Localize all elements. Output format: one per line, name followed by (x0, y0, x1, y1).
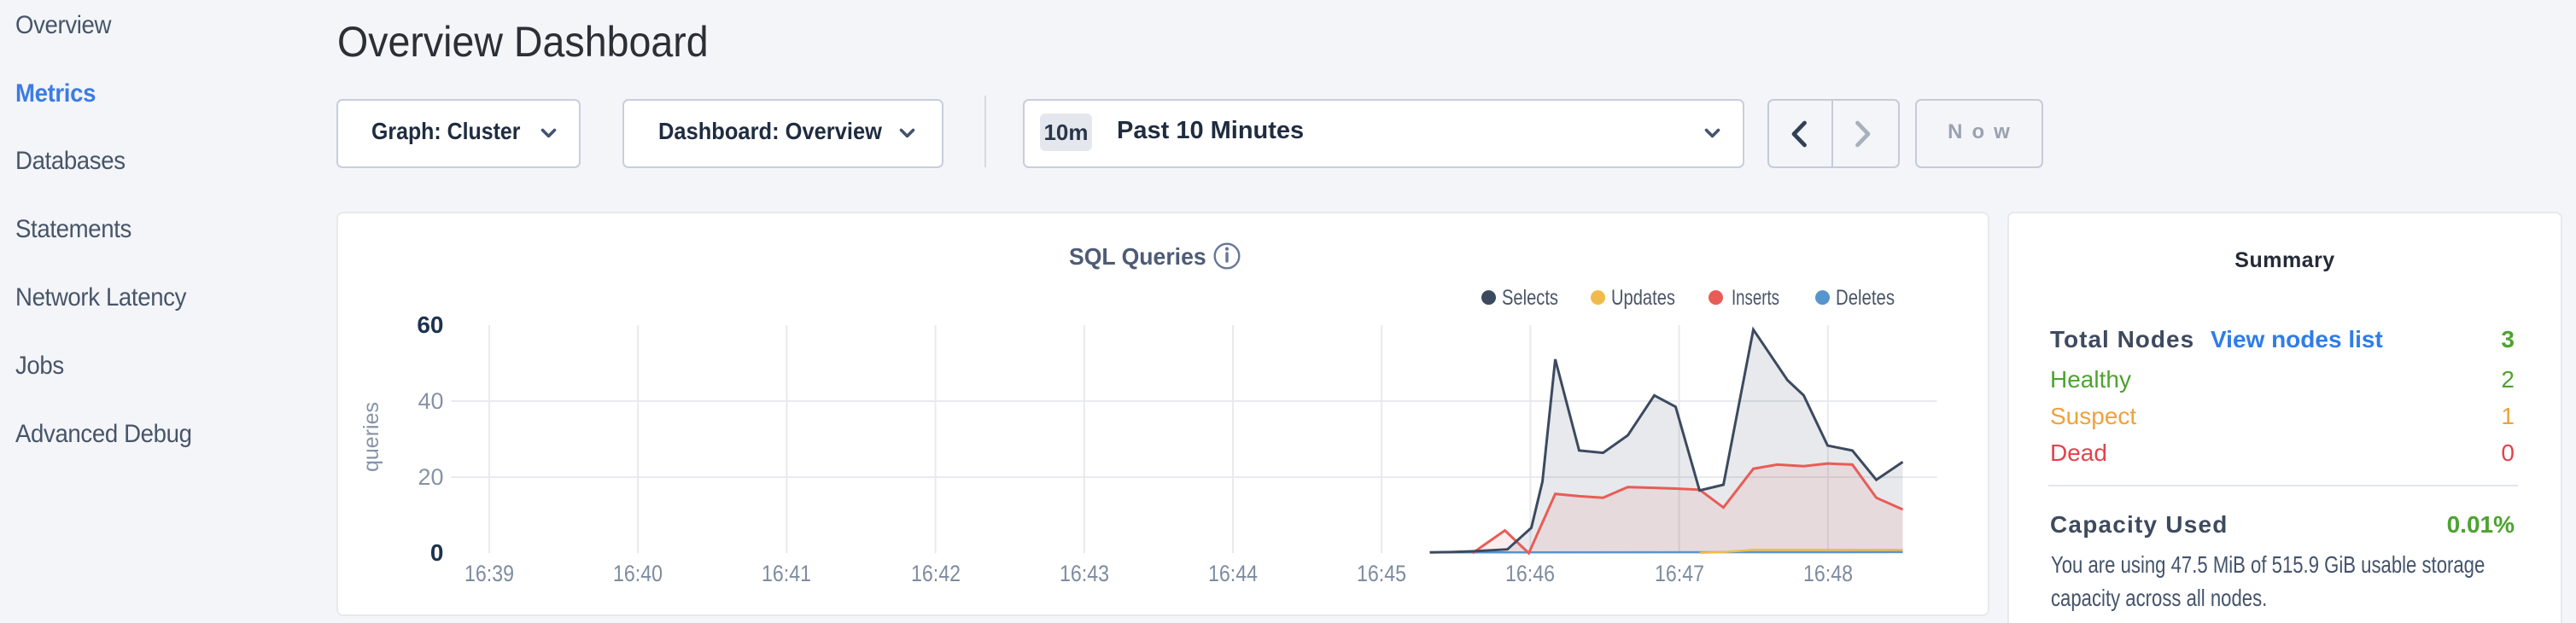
svg-text:40: 40 (418, 388, 443, 414)
svg-text:Updates: Updates (1611, 286, 1675, 310)
svg-text:Inserts: Inserts (1732, 286, 1779, 310)
svg-text:16:46: 16:46 (1505, 561, 1555, 586)
svg-text:Deletes: Deletes (1836, 286, 1895, 310)
svg-text:20: 20 (418, 464, 443, 490)
svg-text:16:47: 16:47 (1655, 561, 1704, 586)
svg-text:16:39: 16:39 (464, 561, 514, 586)
svg-text:16:48: 16:48 (1803, 561, 1853, 586)
svg-text:16:40: 16:40 (613, 561, 663, 586)
svg-text:16:44: 16:44 (1208, 561, 1258, 586)
svg-text:16:42: 16:42 (911, 561, 961, 586)
svg-text:16:45: 16:45 (1357, 561, 1406, 586)
svg-text:queries: queries (359, 402, 383, 472)
svg-text:16:41: 16:41 (762, 561, 811, 586)
svg-text:60: 60 (417, 312, 443, 338)
svg-text:16:43: 16:43 (1060, 561, 1109, 586)
svg-text:Selects: Selects (1502, 286, 1558, 310)
svg-text:0: 0 (430, 539, 444, 566)
